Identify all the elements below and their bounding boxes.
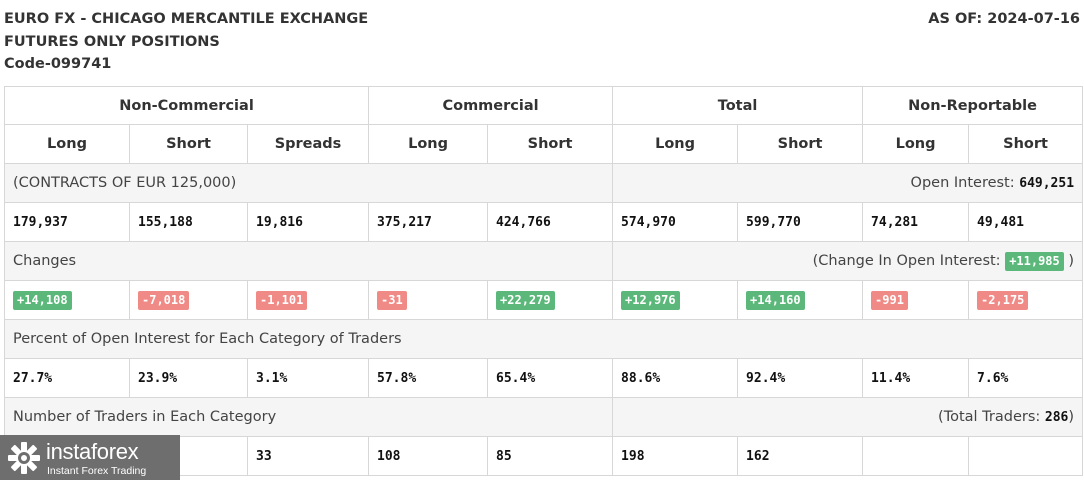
changes-label-row: Changes (Change In Open Interest: +11,98… xyxy=(3,241,1084,281)
table-cell: -31 xyxy=(368,280,489,320)
percent-label: Percent of Open Interest for Each Catego… xyxy=(3,319,1084,359)
group-header-row: Non-Commercial Commercial Total Non-Repo… xyxy=(3,86,1084,125)
change-badge: -2,175 xyxy=(977,290,1029,310)
col-header: Short xyxy=(737,124,864,164)
table-cell: 198 xyxy=(612,436,739,476)
change-badge: -7,018 xyxy=(138,290,190,310)
change-badge: +14,108 xyxy=(13,290,72,310)
table-cell: 85 xyxy=(487,436,614,476)
table-cell: 155,188 xyxy=(129,202,248,242)
report-title-positions: FUTURES ONLY POSITIONS xyxy=(4,33,220,50)
table-cell: +22,279 xyxy=(487,280,614,320)
changes-label: Changes xyxy=(3,241,614,281)
instaforex-watermark: instaforex Instant Forex Trading xyxy=(0,435,180,480)
open-interest-label: Open Interest: xyxy=(910,175,1015,191)
table-cell xyxy=(862,436,970,476)
col-header: Long xyxy=(612,124,739,164)
report-code: Code-099741 xyxy=(4,56,112,72)
table-cell: 23.9% xyxy=(129,358,248,398)
col-header: Long xyxy=(4,124,130,164)
traders-label: Number of Traders in Each Category xyxy=(3,397,614,437)
table-cell: 375,217 xyxy=(368,202,489,242)
table-cell: +14,160 xyxy=(737,280,864,320)
change-badge: -31 xyxy=(377,290,407,310)
table-cell: 57.8% xyxy=(368,358,489,398)
table-cell: 33 xyxy=(246,436,370,476)
changes-row: +14,108 -7,018 -1,101 -31 +22,279 +12,97… xyxy=(4,280,1084,320)
table-cell: 3.1% xyxy=(246,358,370,398)
table-cell: 74,281 xyxy=(862,202,970,242)
change-badge: -1,101 xyxy=(256,290,308,310)
col-header: Long xyxy=(368,124,489,164)
table-cell: 574,970 xyxy=(612,202,739,242)
group-total: Total xyxy=(612,86,864,125)
table-cell: 11.4% xyxy=(862,358,970,398)
table-cell: -1,101 xyxy=(246,280,370,320)
table-cell: 88.6% xyxy=(612,358,739,398)
table-cell: -7,018 xyxy=(129,280,248,320)
table-cell: -2,175 xyxy=(968,280,1084,320)
traders-row: 33 108 85 198 162 xyxy=(4,436,1084,476)
change-oi-close: ) xyxy=(1068,252,1075,269)
table-cell: +12,976 xyxy=(612,280,739,320)
group-commercial: Commercial xyxy=(368,86,614,125)
open-interest-value: 649,251 xyxy=(1019,176,1075,191)
table-cell: 179,937 xyxy=(4,202,130,242)
table-cell: 92.4% xyxy=(737,358,864,398)
traders-label-row: Number of Traders in Each Category (Tota… xyxy=(3,397,1084,437)
change-open-interest: (Change In Open Interest: +11,985 ) xyxy=(612,241,1084,281)
table-cell: 27.7% xyxy=(4,358,130,398)
change-badge: +22,279 xyxy=(496,290,555,310)
change-badge: +12,976 xyxy=(621,290,680,310)
table-cell: 162 xyxy=(737,436,864,476)
table-cell: 19,816 xyxy=(246,202,370,242)
col-header: Short xyxy=(487,124,614,164)
report-title: EURO FX - CHICAGO MERCANTILE EXCHANGE FU… xyxy=(4,8,368,76)
instaforex-logo-text: instaforex xyxy=(46,439,139,464)
total-traders-close: ) xyxy=(1068,409,1075,425)
open-interest: Open Interest: 649,251 xyxy=(612,163,1084,203)
group-non-commercial: Non-Commercial xyxy=(3,86,370,125)
table-cell: 65.4% xyxy=(487,358,614,398)
contracts-label-row: (CONTRACTS OF EUR 125,000) Open Interest… xyxy=(3,163,1084,203)
table-cell: 108 xyxy=(368,436,489,476)
change-badge: -991 xyxy=(871,290,908,310)
col-header: Spreads xyxy=(246,124,370,164)
contracts-label: (CONTRACTS OF EUR 125,000) xyxy=(3,163,614,203)
col-header: Short xyxy=(129,124,248,164)
table-cell: 599,770 xyxy=(737,202,864,242)
table-cell xyxy=(968,436,1084,476)
instaforex-tagline: Instant Forex Trading xyxy=(47,465,147,477)
percent-label-row: Percent of Open Interest for Each Catego… xyxy=(3,319,1084,359)
change-oi-badge: +11,985 xyxy=(1005,251,1064,271)
table-cell: 49,481 xyxy=(968,202,1084,242)
table-cell: +14,108 xyxy=(4,280,130,320)
total-traders: (Total Traders: 286) xyxy=(612,397,1084,437)
column-header-row: Long Short Spreads Long Short Long Short… xyxy=(4,124,1084,164)
table-cell: -991 xyxy=(862,280,970,320)
group-non-reportable: Non-Reportable xyxy=(862,86,1084,125)
total-traders-value: 286 xyxy=(1044,410,1069,425)
table-cell: 424,766 xyxy=(487,202,614,242)
instaforex-logo-icon xyxy=(8,442,40,474)
total-traders-label: (Total Traders: xyxy=(938,409,1041,425)
report-date: AS OF: 2024-07-16 xyxy=(928,11,1080,27)
contracts-row: 179,937 155,188 19,816 375,217 424,766 5… xyxy=(4,202,1084,242)
cot-table: Non-Commercial Commercial Total Non-Repo… xyxy=(3,86,1084,476)
col-header: Long xyxy=(862,124,970,164)
change-oi-label: (Change In Open Interest: xyxy=(812,252,1001,269)
percent-row: 27.7% 23.9% 3.1% 57.8% 65.4% 88.6% 92.4%… xyxy=(4,358,1084,398)
table-cell: 7.6% xyxy=(968,358,1084,398)
report-title-exchange: EURO FX - CHICAGO MERCANTILE EXCHANGE xyxy=(4,11,369,27)
col-header: Short xyxy=(968,124,1084,164)
change-badge: +14,160 xyxy=(746,290,805,310)
